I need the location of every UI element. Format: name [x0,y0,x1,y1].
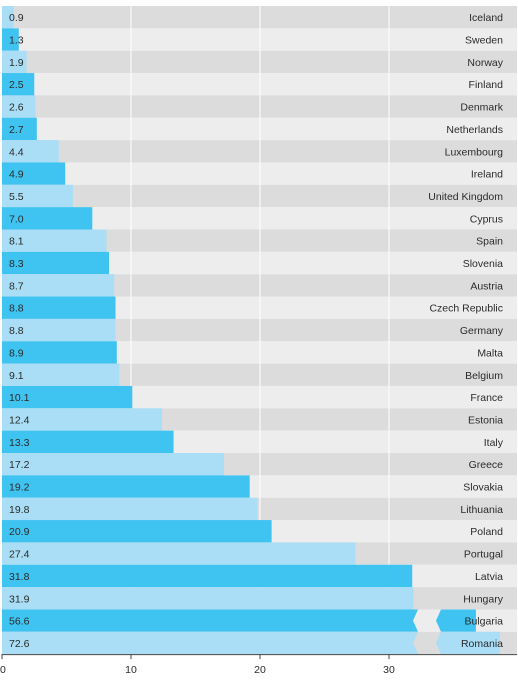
bar-italy [2,430,174,453]
country-label-sweden: Sweden [465,35,503,47]
value-label: 8.8 [9,325,24,337]
country-label-denmark: Denmark [460,102,503,114]
value-label: 2.6 [9,102,24,114]
value-label: 20.9 [9,526,30,538]
country-label-germany: Germany [460,325,504,337]
country-label-portugal: Portugal [464,549,503,561]
bar-slovakia [2,475,250,498]
bar-czech-republic [2,296,116,319]
bar-luxembourg [2,140,59,163]
value-label: 2.7 [9,124,24,136]
value-label: 8.3 [9,258,24,270]
value-label: 8.7 [9,280,24,292]
bar-norway [2,50,27,74]
bar-ireland [2,162,66,185]
bar-germany [2,318,116,342]
country-label-iceland: Iceland [469,12,503,24]
value-label: 27.4 [9,549,30,561]
value-label: 13.3 [9,437,30,449]
country-label-estonia: Estonia [468,414,503,426]
value-label: 2.5 [9,79,24,91]
country-label-bulgaria: Bulgaria [464,616,503,628]
bar-denmark [2,95,36,118]
bar-sweden [2,28,19,51]
value-label: 19.2 [9,482,30,494]
bar-portugal [2,542,356,565]
value-label: 4.9 [9,169,24,181]
value-label: 4.4 [9,146,24,158]
country-label-finland: Finland [469,79,504,91]
bar-bulgaria [2,609,476,632]
bar-spain [2,229,107,252]
value-label: 8.8 [9,303,24,315]
x-tick-label: 0 [0,664,6,676]
country-label-spain: Spain [476,236,503,248]
country-label-austria: Austria [470,280,503,292]
country-label-ireland: Ireland [471,169,503,181]
country-label-cyprus: Cyprus [470,213,503,225]
country-label-united-kingdom: United Kingdom [428,191,503,203]
value-label: 56.6 [9,616,30,628]
value-label: 9.1 [9,370,24,382]
value-label: 31.8 [9,571,30,583]
country-label-norway: Norway [467,57,503,69]
country-label-belgium: Belgium [465,370,503,382]
country-label-poland: Poland [470,526,503,538]
country-label-malta: Malta [477,347,503,359]
bar-cyprus [2,207,93,230]
bar-united-kingdom [2,184,73,208]
country-label-latvia: Latvia [475,571,503,583]
country-label-greece: Greece [469,459,504,471]
value-label: 0.9 [9,12,24,24]
country-label-lithuania: Lithuania [460,504,503,516]
bar-netherlands [2,117,37,141]
value-label: 1.9 [9,57,24,69]
bar-estonia [2,408,162,431]
country-label-hungary: Hungary [463,593,503,605]
value-label: 7.0 [9,213,24,225]
country-label-italy: Italy [484,437,504,449]
value-label: 8.9 [9,347,24,359]
bar-malta [2,341,117,364]
value-label: 12.4 [9,414,30,426]
bar-greece [2,453,224,476]
country-label-romania: Romania [461,638,503,650]
bar-poland [2,520,272,543]
x-tick-label: 30 [383,664,395,676]
country-label-france: France [470,392,503,404]
country-label-netherlands: Netherlands [446,124,503,136]
bar-latvia [2,564,413,588]
value-label: 8.1 [9,236,24,248]
value-label: 5.5 [9,191,24,203]
country-label-slovakia: Slovakia [463,482,503,494]
x-tick-label: 20 [254,664,266,676]
bar-hungary [2,587,414,610]
bar-belgium [2,363,120,386]
bar-austria [2,274,115,297]
value-label: 31.9 [9,593,30,605]
country-label-czech-republic: Czech Republic [429,303,503,315]
value-label: 19.8 [9,504,30,516]
bar-iceland [2,6,14,29]
value-label: 17.2 [9,459,30,471]
value-label: 10.1 [9,392,30,404]
bar-france [2,385,133,409]
country-label-luxembourg: Luxembourg [445,146,504,158]
bar-slovenia [2,251,110,275]
value-label: 72.6 [9,638,30,650]
bar-finland [2,73,35,96]
bar-romania [2,631,500,655]
x-tick-label: 10 [125,664,137,676]
bar-lithuania [2,497,258,521]
value-label: 1.3 [9,35,24,47]
country-label-slovenia: Slovenia [463,258,503,270]
